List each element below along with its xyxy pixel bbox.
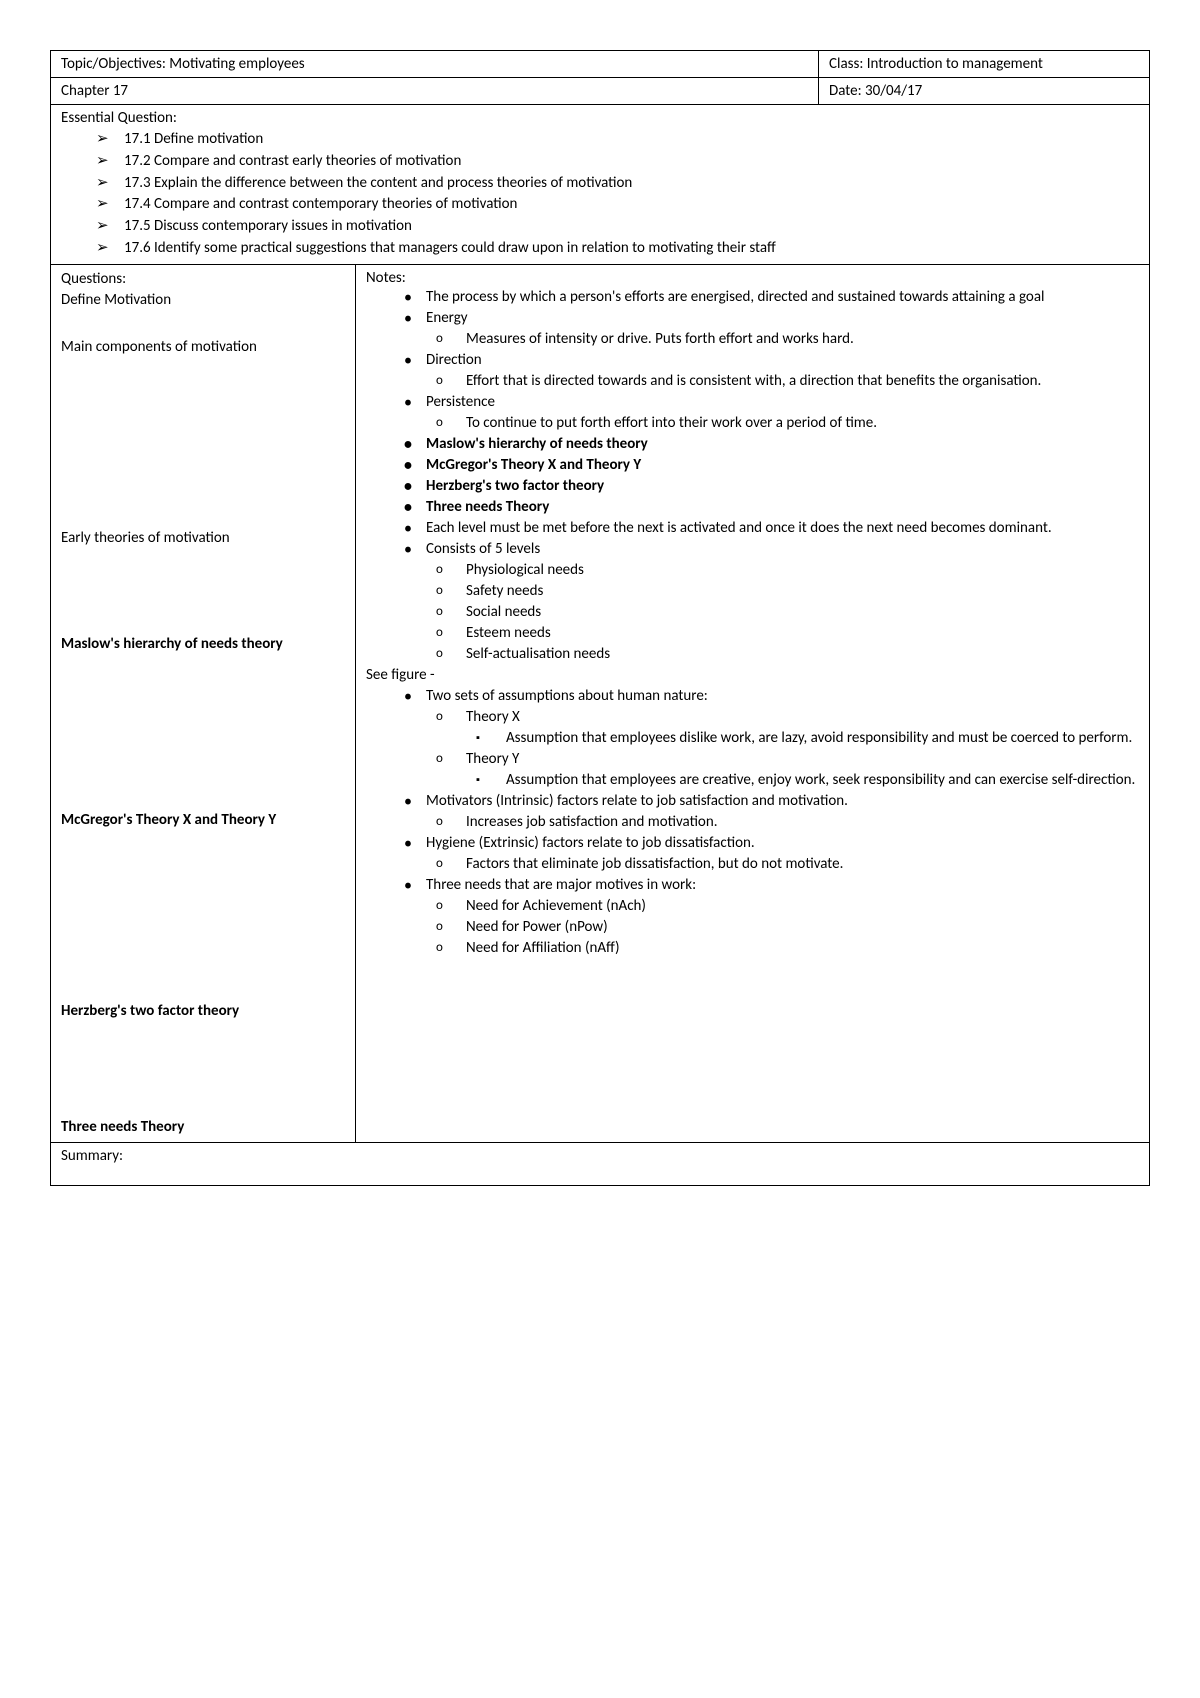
note-item: Three needs Theory — [396, 497, 1139, 518]
question-early-theories: Early theories of motivation — [61, 528, 345, 549]
note-subitem: Theory Y Assumption that employees are c… — [426, 749, 1139, 791]
note-subitem: Need for Achievement (nAch) — [426, 896, 1139, 917]
main-content: Questions: Define Motivation Main compon… — [51, 265, 1149, 1142]
note-text: Energy — [426, 309, 468, 327]
essential-item: 17.1 Define motivation — [96, 129, 1139, 151]
essential-item: 17.6 Identify some practical suggestions… — [96, 238, 1139, 260]
note-item: Motivators (Intrinsic) factors relate to… — [396, 791, 1139, 833]
notes-herzberg: Motivators (Intrinsic) factors relate to… — [366, 791, 1139, 875]
notes-three-needs: Three needs that are major motives in wo… — [366, 875, 1139, 959]
class-cell: Class: Introduction to management — [819, 51, 1149, 77]
note-text: Two sets of assumptions about human natu… — [426, 687, 708, 705]
note-subitem: Need for Power (nPow) — [426, 917, 1139, 938]
note-item: Three needs that are major motives in wo… — [396, 875, 1139, 959]
note-subitem: Theory X Assumption that employees disli… — [426, 707, 1139, 749]
question-herzberg: Herzberg's two factor theory — [61, 1001, 345, 1022]
notes-define: The process by which a person's efforts … — [366, 287, 1139, 308]
question-three-needs: Three needs Theory — [61, 1117, 345, 1138]
essential-item: 17.3 Explain the difference between the … — [96, 173, 1139, 195]
question-maslow: Maslow's hierarchy of needs theory — [61, 634, 345, 655]
notes-column: Notes: The process by which a person's e… — [356, 265, 1149, 1142]
note-subsubitem: Assumption that employees dislike work, … — [466, 728, 1139, 749]
notes-maslow: Each level must be met before the next i… — [366, 518, 1139, 665]
note-subitem: Measures of intensity or drive. Puts for… — [426, 329, 1139, 350]
note-subitem: Factors that eliminate job dissatisfacti… — [426, 854, 1139, 875]
essential-title: Essential Question: — [61, 109, 1139, 127]
notes-header: Notes: — [366, 269, 1139, 287]
note-item: Hygiene (Extrinsic) factors relate to jo… — [396, 833, 1139, 875]
question-define: Define Motivation — [61, 290, 345, 311]
note-subitem: Safety needs — [426, 581, 1139, 602]
note-subitem: Self-actualisation needs — [426, 644, 1139, 665]
notes-early-theories: Maslow's hierarchy of needs theory McGre… — [366, 434, 1139, 518]
note-text: Direction — [426, 351, 482, 369]
note-subitem: Effort that is directed towards and is c… — [426, 371, 1139, 392]
see-figure-note: See figure - — [366, 665, 1139, 686]
date-cell: Date: 30/04/17 — [819, 78, 1149, 104]
note-item: Energy Measures of intensity or drive. P… — [396, 308, 1139, 350]
note-subitem: Esteem needs — [426, 623, 1139, 644]
note-subitem: Increases job satisfaction and motivatio… — [426, 812, 1139, 833]
chapter-cell: Chapter 17 — [51, 78, 819, 104]
question-components: Main components of motivation — [61, 337, 345, 358]
note-item: The process by which a person's efforts … — [396, 287, 1139, 308]
note-subitem: Social needs — [426, 602, 1139, 623]
note-item: Two sets of assumptions about human natu… — [396, 686, 1139, 791]
summary-section: Summary: — [51, 1142, 1149, 1185]
note-text: Consists of 5 levels — [426, 540, 540, 558]
essential-item: 17.2 Compare and contrast early theories… — [96, 151, 1139, 173]
note-text: Persistence — [426, 393, 495, 411]
note-text: Theory X — [466, 708, 520, 726]
notes-mcgregor: Two sets of assumptions about human natu… — [366, 686, 1139, 791]
question-mcgregor: McGregor's Theory X and Theory Y — [61, 810, 345, 831]
note-item: Direction Effort that is directed toward… — [396, 350, 1139, 392]
note-item: Maslow's hierarchy of needs theory — [396, 434, 1139, 455]
note-item: McGregor's Theory X and Theory Y — [396, 455, 1139, 476]
essential-item: 17.5 Discuss contemporary issues in moti… — [96, 216, 1139, 238]
notes-components: Energy Measures of intensity or drive. P… — [366, 308, 1139, 434]
questions-column: Questions: Define Motivation Main compon… — [51, 265, 356, 1142]
note-subsubitem: Assumption that employees are creative, … — [466, 770, 1139, 791]
essential-item: 17.4 Compare and contrast contemporary t… — [96, 194, 1139, 216]
note-subitem: Need for Affiliation (nAff) — [426, 938, 1139, 959]
note-subitem: To continue to put forth effort into the… — [426, 413, 1139, 434]
note-text: Hygiene (Extrinsic) factors relate to jo… — [426, 834, 755, 852]
header-row-2: Chapter 17 Date: 30/04/17 — [51, 78, 1149, 105]
essential-list: 17.1 Define motivation 17.2 Compare and … — [61, 129, 1139, 260]
note-item: Herzberg's two factor theory — [396, 476, 1139, 497]
note-item: Persistence To continue to put forth eff… — [396, 392, 1139, 434]
topic-cell: Topic/Objectives: Motivating employees — [51, 51, 819, 77]
header-row-1: Topic/Objectives: Motivating employees C… — [51, 51, 1149, 78]
note-item: Each level must be met before the next i… — [396, 518, 1139, 539]
cornell-notes-page: Topic/Objectives: Motivating employees C… — [50, 50, 1150, 1186]
essential-question-section: Essential Question: 17.1 Define motivati… — [51, 105, 1149, 265]
questions-header: Questions: — [61, 269, 345, 290]
note-item: Consists of 5 levels Physiological needs… — [396, 539, 1139, 665]
note-text: Motivators (Intrinsic) factors relate to… — [426, 792, 848, 810]
note-text: Three needs that are major motives in wo… — [426, 876, 696, 894]
note-text: Theory Y — [466, 750, 519, 768]
summary-label: Summary: — [61, 1147, 123, 1165]
note-subitem: Physiological needs — [426, 560, 1139, 581]
